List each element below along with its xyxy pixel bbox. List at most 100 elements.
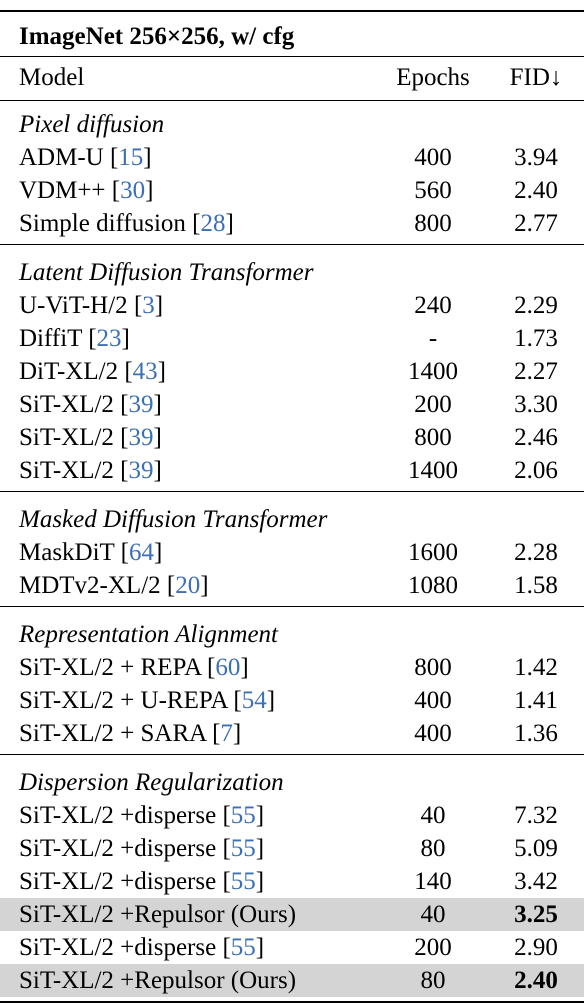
model-name: SiT-XL/2 + REPA [19,654,201,681]
citation-link[interactable]: 55 [230,868,256,895]
model-cell: SiT-XL/2 [39] [19,457,162,484]
model-cell: ADM-U [15] [19,144,152,171]
model-cell: SiT-XL/2 +disperse [55] [19,868,265,895]
group-name: Masked Diffusion Transformer [19,506,328,533]
citation-link[interactable]: 64 [128,539,154,566]
citation-link[interactable]: 15 [118,144,144,171]
citation-link[interactable]: 55 [230,802,256,829]
table-row: SiT-XL/2 +disperse [55] 80 5.09 [0,832,584,865]
model-cell: VDM++ [30] [19,177,154,204]
group-separator [0,491,584,492]
citation-link[interactable]: 39 [128,424,154,451]
citation-link[interactable]: 3 [142,292,155,319]
model-cell: MaskDiT [64] [19,539,163,566]
epochs-cell: 400 [414,144,452,171]
table-row: MaskDiT [64] 1600 2.28 [0,536,584,569]
citation-link[interactable]: 30 [120,177,146,204]
epochs-cell: 80 [420,835,446,862]
table-row: U-ViT-H/2 [3] 240 2.29 [0,289,584,322]
epochs-cell: 1400 [408,457,458,484]
group-separator [0,606,584,607]
citation-link[interactable]: 39 [128,391,154,418]
table-row: SiT-XL/2 [39] 800 2.46 [0,421,584,454]
table-row: Simple diffusion [28] 800 2.77 [0,207,584,240]
epochs-cell: 200 [414,391,452,418]
fid-cell: 2.40 [514,177,558,204]
citation-link[interactable]: 54 [241,687,267,714]
fid-cell: 3.42 [514,868,558,895]
group-header: Latent Diffusion Transformer [0,256,584,289]
citation-link[interactable]: 28 [200,210,226,237]
fid-cell: 2.06 [514,457,558,484]
model-name: SiT-XL/2 +disperse [19,868,217,895]
epochs-cell: 400 [414,720,452,747]
group-header: Masked Diffusion Transformer [0,503,584,536]
fid-cell: 1.73 [514,325,558,352]
top-rule [0,10,584,12]
table-row: SiT-XL/2 + REPA [60] 800 1.42 [0,651,584,684]
citation-link[interactable]: 7 [220,720,233,747]
header-epochs: Epochs [396,64,470,91]
model-cell: MDTv2-XL/2 [20] [19,572,209,599]
fid-cell: 1.58 [514,572,558,599]
epochs-cell: 200 [414,934,452,961]
header-rule [0,100,584,101]
citation-link[interactable]: 39 [128,457,154,484]
model-name: SiT-XL/2 +Repulsor (Ours) [19,967,297,994]
fid-cell: 3.30 [514,391,558,418]
model-cell: SiT-XL/2 +disperse [55] [19,934,265,961]
table-row: SiT-XL/2 [39] 1400 2.06 [0,454,584,487]
group-name: Pixel diffusion [19,111,165,138]
citation-link[interactable]: 60 [215,654,241,681]
citation-link[interactable]: 23 [96,325,122,352]
model-cell: SiT-XL/2 + REPA [60] [19,654,249,681]
model-name: ADM-U [19,144,104,171]
epochs-cell: 1600 [408,539,458,566]
group-name: Representation Alignment [19,621,278,648]
model-cell: SiT-XL/2 +disperse [55] [19,802,265,829]
table-row: SiT-XL/2 +Repulsor (Ours) 80 2.40 [0,964,584,997]
table-row: SiT-XL/2 + SARA [7] 400 1.36 [0,717,584,750]
table-title: ImageNet 256×256, w/ cfg [19,23,295,50]
epochs-cell: 560 [414,177,452,204]
model-name: SiT-XL/2 + SARA [19,720,206,747]
model-cell: SiT-XL/2 [39] [19,424,162,451]
model-name: DiT-XL/2 [19,358,119,385]
model-cell: DiffiT [23] [19,325,130,352]
fid-cell: 2.46 [514,424,558,451]
citation-link[interactable]: 55 [230,934,256,961]
epochs-cell: 400 [414,687,452,714]
fid-cell: 5.09 [514,835,558,862]
table-row: DiT-XL/2 [43] 1400 2.27 [0,355,584,388]
model-cell: SiT-XL/2 [39] [19,391,162,418]
model-name: SiT-XL/2 +disperse [19,802,217,829]
epochs-cell: 800 [414,654,452,681]
model-name: VDM++ [19,177,106,204]
fid-cell: 2.40 [514,967,558,994]
bottom-rule [0,1001,584,1003]
table-row: DiffiT [23] - 1.73 [0,322,584,355]
model-name: SiT-XL/2 +disperse [19,934,217,961]
model-name: MaskDiT [19,539,115,566]
epochs-cell: 240 [414,292,452,319]
model-name: U-ViT-H/2 [19,292,128,319]
fid-cell: 7.32 [514,802,558,829]
model-name: Simple diffusion [19,210,186,237]
model-cell: DiT-XL/2 [43] [19,358,166,385]
fid-cell: 1.41 [514,687,558,714]
fid-cell: 1.42 [514,654,558,681]
group-header: Pixel diffusion [0,108,584,141]
fid-cell: 3.94 [514,144,558,171]
fid-cell: 1.36 [514,720,558,747]
fid-cell: 2.28 [514,539,558,566]
model-cell: SiT-XL/2 + SARA [7] [19,720,242,747]
group-name: Latent Diffusion Transformer [19,259,314,286]
citation-link[interactable]: 43 [132,358,158,385]
citation-link[interactable]: 20 [175,572,201,599]
group-header: Dispersion Regularization [0,766,584,799]
fid-cell: 3.25 [514,901,558,928]
group-header: Representation Alignment [0,618,584,651]
citation-link[interactable]: 55 [230,835,256,862]
header-row: Model Epochs FID↓ [0,61,584,94]
epochs-cell: 40 [420,802,446,829]
